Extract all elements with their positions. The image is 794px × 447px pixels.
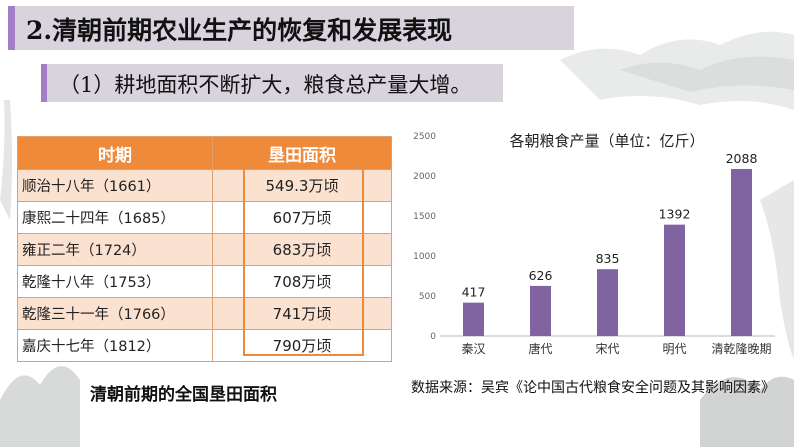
table-header-area: 垦田面积 (212, 136, 392, 170)
area-cell: 741万顷 (212, 297, 392, 330)
bar (597, 269, 618, 336)
y-tick-label: 500 (419, 292, 436, 302)
bar-value-label: 417 (462, 285, 486, 300)
table-row: 乾隆三十一年（1766） 741万顷 (17, 297, 392, 330)
x-tick-label: 唐代 (528, 341, 552, 356)
table-header-period: 时期 (17, 136, 213, 170)
subtitle-bar: （1）耕地面积不断扩大，粮食总产量大增。 (41, 64, 503, 102)
bar (530, 285, 551, 336)
period-cell: 顺治十八年（1661） (17, 169, 213, 202)
table-row: 顺治十八年（1661） 549.3万顷 (17, 169, 392, 202)
area-cell: 708万顷 (212, 265, 392, 298)
page-subtitle: （1）耕地面积不断扩大，粮食总产量大增。 (59, 73, 472, 97)
x-tick-label: 明代 (662, 342, 686, 356)
bar-value-label: 1392 (659, 207, 691, 222)
bar (463, 302, 484, 336)
land-area-table: 时期 垦田面积 顺治十八年（1661） 549.3万顷 康熙二十四年（1685）… (17, 136, 392, 362)
area-cell: 549.3万顷 (212, 169, 392, 202)
bar (664, 224, 685, 336)
bar-value-label: 626 (529, 268, 553, 283)
period-cell: 康熙二十四年（1685） (17, 201, 213, 234)
y-tick-label: 2000 (413, 172, 436, 182)
table-row: 康熙二十四年（1685） 607万顷 (17, 201, 392, 234)
table-row: 嘉庆十七年（1812） 790万顷 (17, 329, 392, 362)
area-cell: 607万顷 (212, 201, 392, 234)
bar-value-label: 835 (596, 251, 620, 266)
area-cell: 790万顷 (212, 329, 392, 362)
x-tick-label: 秦汉 (461, 342, 485, 356)
title-accent (8, 6, 15, 50)
y-tick-label: 1000 (413, 252, 436, 262)
table-caption: 清朝前期的全国垦田面积 (90, 385, 277, 405)
x-tick-label: 宋代 (595, 341, 619, 356)
area-cell: 683万顷 (212, 233, 392, 266)
page-title: 2.清朝前期农业生产的恢复和发展表现 (26, 16, 453, 45)
chart-title: 各朝粮食产量（单位：亿斤） (509, 132, 704, 150)
subtitle-accent (41, 64, 47, 102)
y-tick-label: 2500 (413, 132, 436, 142)
x-tick-label: 清乾隆晚期 (711, 341, 771, 356)
period-cell: 嘉庆十七年（1812） (17, 329, 213, 362)
period-cell: 乾隆三十一年（1766） (17, 297, 213, 330)
bar-value-label: 2088 (726, 151, 758, 166)
y-tick-label: 1500 (413, 212, 436, 222)
title-bar: 2.清朝前期农业生产的恢复和发展表现 (8, 6, 574, 50)
bar (731, 168, 752, 336)
y-tick-label: 0 (430, 332, 436, 342)
table-row: 雍正二年（1724） 683万顷 (17, 233, 392, 266)
data-source-note: 数据来源：吴宾《论中国古代粮食安全问题及其影响因素》 (411, 380, 775, 396)
period-cell: 乾隆十八年（1753） (17, 265, 213, 298)
grain-output-chart: 各朝粮食产量（单位：亿斤） 0 500 1000 1500 2000 2500 417 秦汉 62… (413, 132, 775, 356)
period-cell: 雍正二年（1724） (17, 233, 213, 266)
table-row: 乾隆十八年（1753） 708万顷 (17, 265, 392, 298)
table-header-row: 时期 垦田面积 (17, 136, 392, 170)
